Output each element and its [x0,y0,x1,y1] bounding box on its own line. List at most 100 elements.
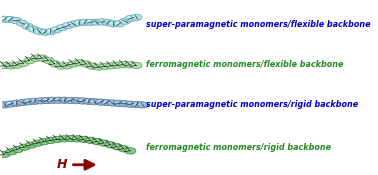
Circle shape [53,97,64,103]
Circle shape [67,98,71,101]
Circle shape [72,136,83,142]
Circle shape [81,20,85,23]
Circle shape [0,151,10,158]
Circle shape [106,63,117,69]
Circle shape [101,99,112,106]
Circle shape [41,30,45,33]
Circle shape [47,97,58,103]
Circle shape [57,64,62,66]
Circle shape [102,20,113,26]
Circle shape [25,100,29,102]
Circle shape [28,143,32,145]
Circle shape [100,141,104,143]
Circle shape [133,15,137,18]
Circle shape [79,99,83,101]
Circle shape [7,64,11,66]
Circle shape [83,98,94,104]
Circle shape [74,60,85,66]
Circle shape [139,103,143,105]
Circle shape [74,137,78,139]
Circle shape [62,22,73,29]
Circle shape [30,27,34,29]
Circle shape [89,99,100,105]
Circle shape [121,19,125,22]
Circle shape [37,55,48,61]
Circle shape [6,149,17,155]
Circle shape [110,22,114,24]
Circle shape [11,100,22,106]
Circle shape [5,101,16,107]
Circle shape [74,20,85,26]
Circle shape [131,101,142,108]
Circle shape [87,138,91,141]
Circle shape [31,55,42,61]
Circle shape [125,148,136,154]
Circle shape [43,57,54,64]
Circle shape [115,101,119,104]
Circle shape [33,56,37,59]
Circle shape [18,21,22,23]
Text: H: H [57,158,68,171]
Circle shape [87,63,98,69]
Circle shape [41,97,52,104]
Circle shape [101,64,105,67]
Circle shape [34,28,45,34]
Circle shape [5,63,17,69]
Circle shape [119,18,130,24]
Circle shape [18,60,29,66]
Circle shape [99,63,111,69]
Circle shape [113,100,124,107]
Circle shape [76,61,81,63]
Circle shape [81,137,85,140]
Circle shape [105,142,116,148]
Circle shape [79,19,90,25]
Circle shape [13,101,17,104]
Circle shape [120,62,124,65]
Circle shape [83,62,87,64]
Circle shape [34,141,38,144]
Circle shape [125,101,136,107]
Circle shape [55,98,59,100]
Circle shape [98,20,102,22]
Text: super-paramagnetic monomers/rigid backbone: super-paramagnetic monomers/rigid backbo… [146,100,358,109]
Circle shape [1,17,5,20]
Circle shape [87,20,91,23]
Circle shape [59,97,70,103]
Circle shape [112,144,122,150]
Circle shape [32,140,43,146]
Circle shape [98,140,109,146]
Circle shape [41,139,45,142]
Circle shape [85,137,96,144]
Circle shape [125,62,136,68]
Circle shape [8,150,12,152]
Circle shape [68,61,79,67]
Circle shape [127,63,131,65]
Circle shape [28,26,39,32]
Circle shape [47,30,51,32]
Circle shape [12,19,17,21]
Circle shape [45,137,56,144]
Circle shape [112,62,123,68]
Text: ferromagnetic monomers/rigid backbone: ferromagnetic monomers/rigid backbone [146,143,331,152]
Circle shape [127,16,131,19]
Circle shape [43,98,47,101]
Circle shape [107,143,111,145]
Circle shape [125,15,136,22]
Circle shape [127,149,131,151]
Text: super-paramagnetic monomers/flexible backbone: super-paramagnetic monomers/flexible bac… [146,20,370,29]
Circle shape [109,101,113,103]
Circle shape [37,99,41,101]
Circle shape [39,29,50,35]
Circle shape [79,136,90,143]
Circle shape [93,20,97,23]
Circle shape [107,100,118,106]
Circle shape [60,137,65,139]
Circle shape [70,22,74,24]
Circle shape [59,136,70,142]
Circle shape [85,99,89,102]
Circle shape [118,146,129,152]
Text: ferromagnetic monomers/flexible backbone: ferromagnetic monomers/flexible backbone [146,60,343,69]
Circle shape [64,64,68,66]
Circle shape [45,29,56,35]
Circle shape [7,18,11,20]
